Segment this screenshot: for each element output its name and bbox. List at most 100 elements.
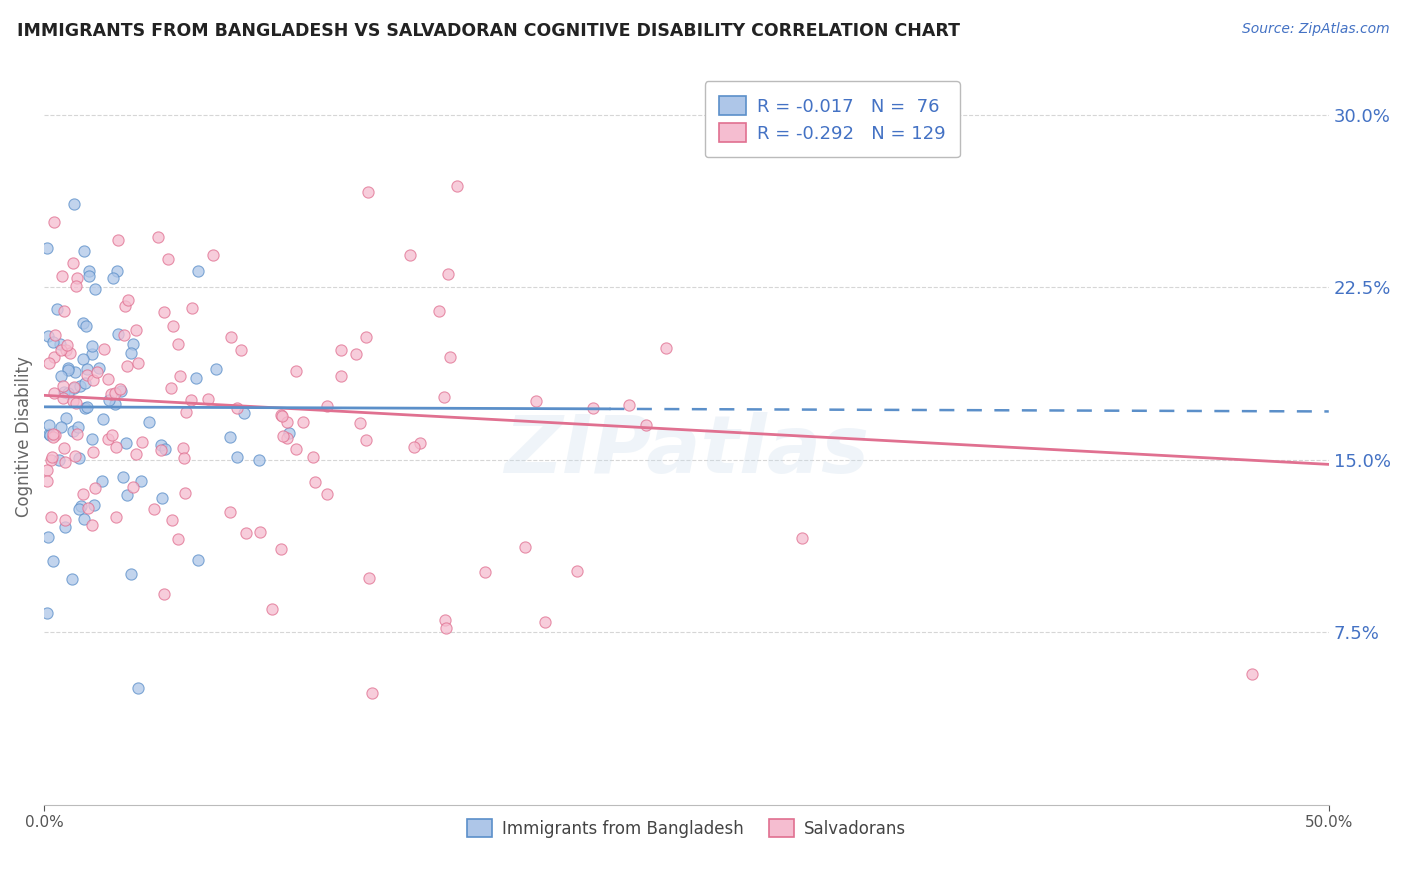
Point (42, 426, 65, 441)
Point (270, 408, 292, 422)
Point (72, 352, 94, 367)
Point (87, 360, 110, 375)
Point (65, 427, 87, 442)
Point (55, 411, 77, 425)
Point (356, 185, 378, 199)
Point (271, 409, 294, 423)
Point (153, 305, 176, 319)
Point (173, 450, 195, 465)
Point (433, 613, 456, 627)
Point (104, 510, 127, 524)
Point (172, 441, 194, 455)
Point (636, 417, 658, 432)
Point (58, 361, 80, 376)
Point (434, 621, 457, 635)
Point (125, 323, 148, 337)
Point (247, 453, 270, 467)
Point (97, 372, 120, 386)
Point (45, 301, 67, 316)
Point (162, 318, 184, 333)
Point (77, 264, 100, 278)
Point (53, 520, 76, 534)
Point (67, 419, 90, 434)
Point (174, 405, 197, 419)
Point (101, 270, 124, 285)
Point (156, 252, 179, 266)
Point (75, 376, 97, 391)
Point (39, 509, 62, 524)
Point (63, 381, 86, 395)
Point (35, 462, 58, 476)
Point (112, 469, 135, 483)
Point (235, 526, 257, 541)
Point (187, 264, 209, 278)
Point (202, 248, 225, 262)
Point (84, 281, 107, 295)
Point (73, 401, 96, 416)
Point (101, 428, 124, 442)
Point (225, 450, 247, 465)
Point (524, 394, 547, 409)
Point (62, 256, 84, 270)
Point (197, 392, 219, 406)
Point (143, 502, 166, 516)
Point (51, 343, 73, 358)
Point (80, 347, 103, 361)
Point (205, 362, 228, 376)
Point (35, 241, 58, 255)
Point (67, 451, 90, 466)
Point (55, 343, 77, 358)
Point (56, 386, 79, 401)
Point (260, 602, 283, 616)
Point (218, 505, 240, 519)
Point (42, 215, 65, 229)
Point (72, 487, 94, 501)
Point (60, 572, 83, 586)
Point (82, 517, 104, 532)
Point (63, 196, 86, 211)
Point (124, 447, 146, 461)
Point (104, 396, 127, 410)
Point (63, 365, 86, 379)
Point (115, 488, 138, 502)
Point (429, 304, 451, 318)
Point (169, 369, 191, 384)
Point (83, 481, 105, 495)
Point (127, 355, 149, 369)
Point (150, 438, 173, 452)
Point (276, 431, 298, 445)
Point (166, 337, 188, 351)
Point (53, 384, 76, 399)
Text: ZIPatlas: ZIPatlas (503, 412, 869, 491)
Point (409, 436, 432, 450)
Point (131, 474, 153, 488)
Point (121, 480, 143, 494)
Point (62, 424, 84, 438)
Point (276, 415, 298, 429)
Point (42, 335, 65, 350)
Point (233, 406, 256, 420)
Point (86, 365, 108, 379)
Point (73, 511, 96, 525)
Point (181, 301, 204, 315)
Point (76, 368, 98, 383)
Point (159, 381, 181, 395)
Point (112, 328, 135, 343)
Point (83, 498, 105, 512)
Point (80, 433, 103, 447)
Point (107, 327, 129, 342)
Point (53, 455, 76, 469)
Point (104, 385, 127, 400)
Point (292, 415, 315, 429)
Point (76, 400, 98, 414)
Point (35, 474, 58, 488)
Point (329, 343, 352, 357)
Point (80, 339, 103, 353)
Point (65, 396, 87, 410)
Point (654, 341, 676, 355)
Point (285, 364, 308, 378)
Point (117, 359, 139, 373)
Point (166, 532, 188, 546)
Point (69, 378, 91, 392)
Point (117, 293, 139, 308)
